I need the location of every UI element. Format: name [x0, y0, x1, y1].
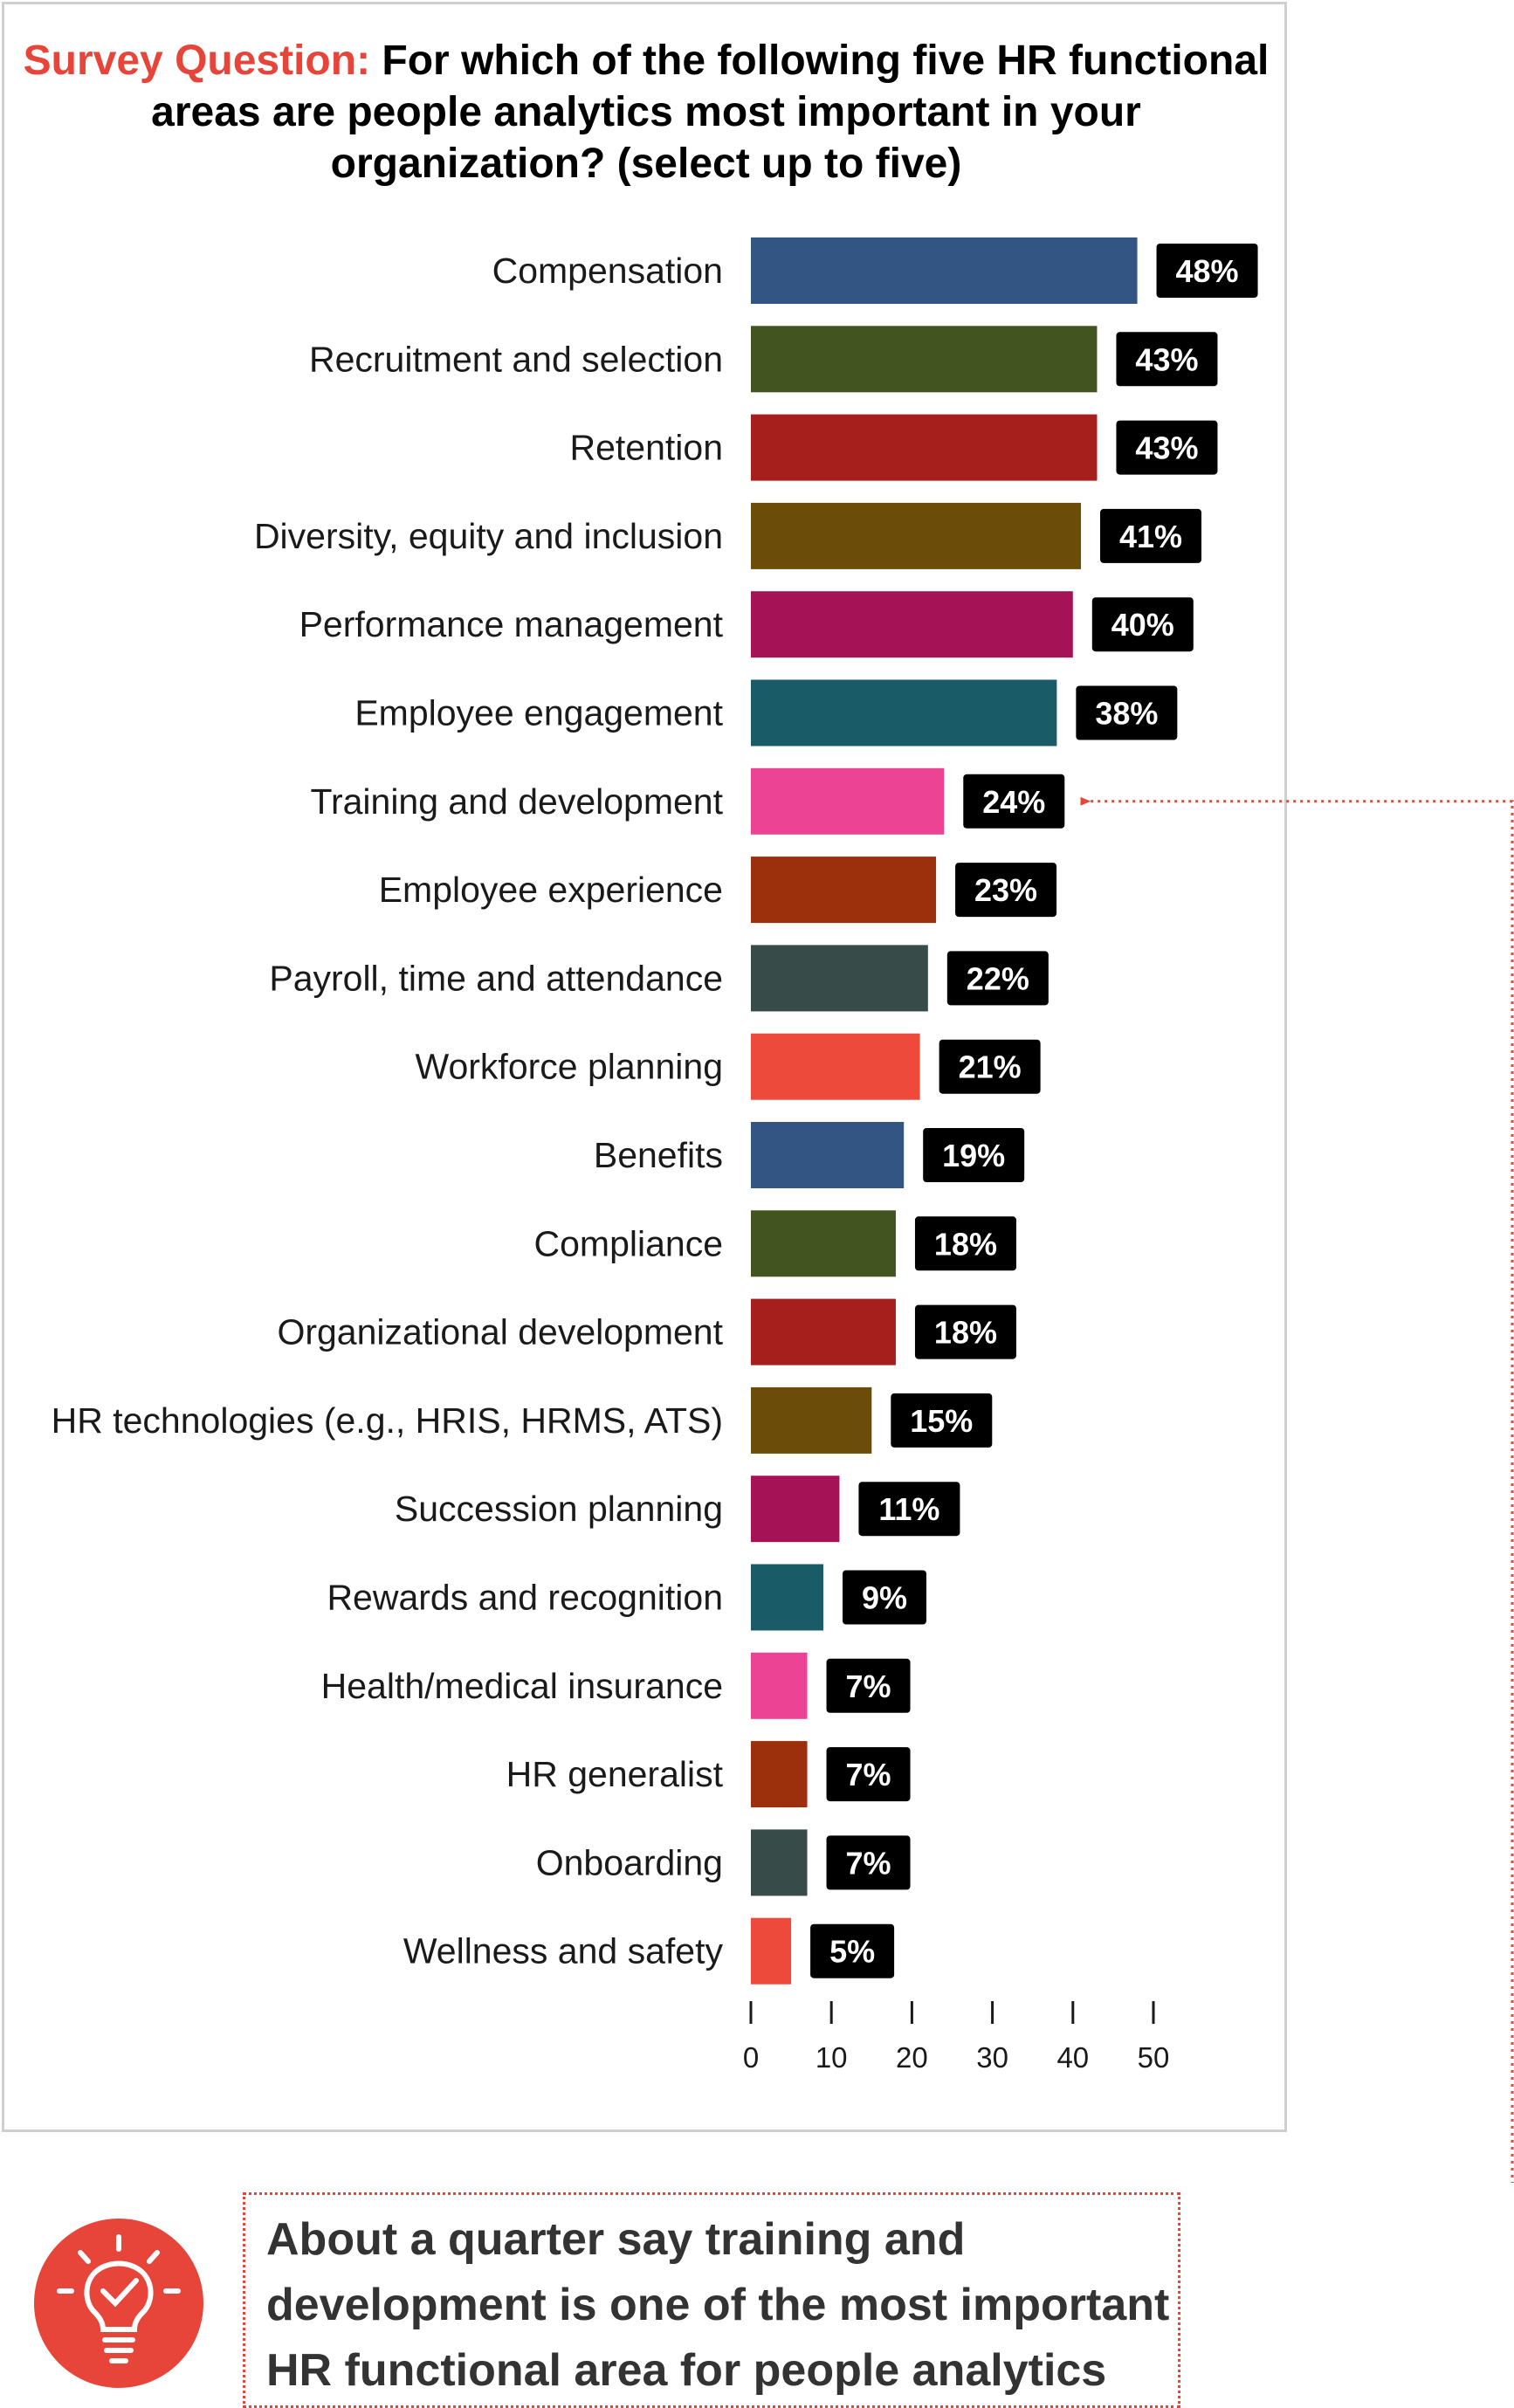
bar-chart: Compensation 48% Recruitment and selection…	[52, 237, 1514, 2183]
value-label: 7%	[846, 1845, 891, 1881]
bar	[751, 767, 945, 835]
category-label: Compensation	[492, 251, 723, 291]
category-label: Payroll, time and attendance	[269, 958, 723, 998]
value-badge	[946, 951, 1049, 1006]
callout-text: About a quarter say training and develop…	[266, 2214, 1170, 2396]
category-label: Recruitment and selection	[309, 339, 723, 379]
x-tick-label: 20	[896, 2041, 928, 2074]
category-label: Wellness and safety	[403, 1931, 724, 1971]
title-prefix: Survey Question:	[23, 38, 371, 84]
value-label: 23%	[974, 872, 1037, 908]
x-axis: 0 10 20 30 40 50	[743, 2001, 1170, 2074]
chart-frame	[2, 2, 1287, 2132]
x-tick-label: 50	[1138, 2041, 1170, 2074]
chart-title: Survey Question: For which of the follow…	[17, 35, 1275, 189]
bar	[751, 1298, 896, 1366]
bars-layer: Compensation 48% Recruitment and selection…	[52, 237, 1258, 1985]
value-badge	[1156, 244, 1258, 298]
category-label: Workforce planning	[416, 1047, 723, 1087]
bar	[751, 1122, 905, 1188]
bar	[751, 1033, 920, 1100]
value-label: 18%	[934, 1226, 997, 1262]
x-tick-label: 40	[1056, 2041, 1089, 2074]
bar	[751, 1829, 808, 1896]
connector-line	[1080, 796, 1514, 2183]
value-label: 43%	[1135, 341, 1198, 377]
value-badge	[914, 1216, 1016, 1271]
value-label: 19%	[942, 1138, 1005, 1173]
bar	[751, 1917, 792, 1985]
category-label: Compliance	[534, 1223, 724, 1263]
category-label: Performance management	[299, 604, 724, 644]
category-label: Organizational development	[277, 1312, 723, 1352]
bar	[751, 237, 1138, 304]
value-badge	[1116, 332, 1218, 387]
category-label: Benefits	[594, 1135, 723, 1175]
category-label: Rewards and recognition	[327, 1578, 723, 1618]
value-label: 5%	[829, 1934, 875, 1970]
value-badge	[963, 774, 1065, 829]
bar	[751, 1741, 808, 1808]
value-badge	[1116, 420, 1218, 475]
lightbulb-check-icon	[34, 2219, 203, 2388]
value-badge	[955, 863, 1057, 918]
value-label: 48%	[1176, 253, 1239, 289]
value-label: 41%	[1119, 519, 1182, 554]
bar	[751, 1476, 840, 1543]
value-badge	[1100, 508, 1202, 563]
category-label: Diversity, equity and inclusion	[254, 516, 723, 556]
bar	[751, 679, 1057, 746]
value-label: 9%	[862, 1580, 907, 1616]
callout-connector	[1080, 796, 1514, 2183]
x-tick-label: 10	[815, 2041, 848, 2074]
value-badge	[914, 1304, 1016, 1359]
value-label: 11%	[878, 1491, 939, 1527]
bar	[751, 591, 1073, 658]
category-label: Employee experience	[379, 870, 723, 910]
value-label: 38%	[1095, 696, 1158, 732]
bar	[751, 1386, 872, 1454]
value-badge	[939, 1039, 1041, 1094]
value-badge	[923, 1128, 1025, 1182]
category-label: Retention	[569, 428, 723, 468]
value-label: 40%	[1111, 607, 1174, 643]
value-badge	[858, 1482, 960, 1537]
title-question: For which of the following five HR funct…	[151, 38, 1270, 187]
bar	[751, 1652, 808, 1719]
value-label: 21%	[959, 1049, 1022, 1085]
bar	[751, 502, 1082, 569]
bar	[751, 326, 1098, 393]
category-label: Onboarding	[536, 1842, 723, 1882]
bar	[751, 1210, 896, 1277]
value-label: 24%	[982, 784, 1045, 820]
value-badge	[1091, 597, 1194, 652]
value-badge	[842, 1570, 926, 1625]
bar	[751, 945, 928, 1012]
x-tick-label: 30	[976, 2041, 1008, 2074]
value-label: 7%	[846, 1757, 891, 1792]
category-label: HR generalist	[506, 1754, 724, 1794]
category-label: Health/medical insurance	[321, 1666, 723, 1706]
value-label: 7%	[846, 1668, 891, 1704]
bar	[751, 414, 1098, 481]
value-badge	[826, 1835, 911, 1890]
value-label: 15%	[910, 1403, 973, 1439]
bar	[751, 1564, 823, 1631]
value-badge	[826, 1747, 911, 1802]
x-tick-label: 0	[743, 2041, 759, 2074]
value-label: 43%	[1135, 430, 1198, 466]
value-label: 18%	[934, 1315, 997, 1351]
value-badge	[826, 1658, 911, 1713]
value-label: 22%	[967, 960, 1029, 996]
value-badge	[810, 1923, 895, 1978]
category-label: Training and development	[310, 781, 723, 822]
category-label: HR technologies (e.g., HRIS, HRMS, ATS)	[52, 1400, 723, 1441]
value-badge	[1076, 685, 1178, 740]
value-badge	[891, 1393, 993, 1448]
category-label: Employee engagement	[354, 693, 723, 733]
insight-callout: About a quarter say training and develop…	[243, 2192, 1180, 2408]
category-label: Succession planning	[395, 1489, 723, 1529]
bar	[751, 857, 937, 924]
